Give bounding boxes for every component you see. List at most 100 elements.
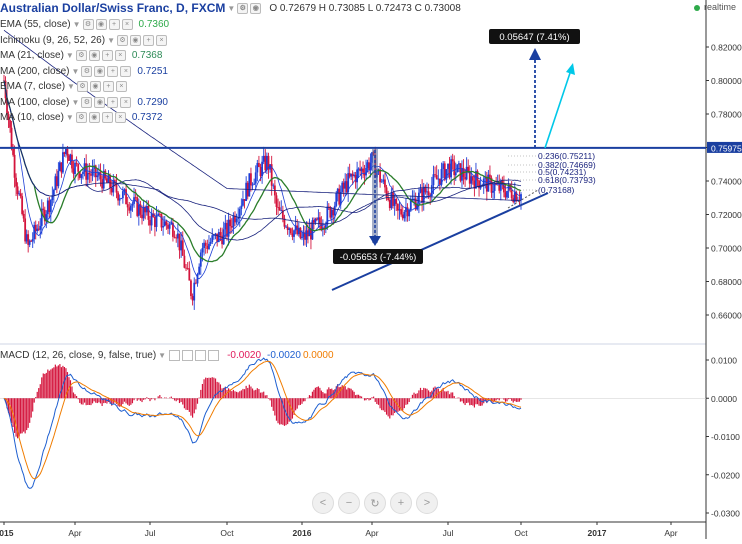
candle-body — [499, 180, 502, 191]
candle-body — [335, 193, 338, 206]
eye-icon[interactable]: ◉ — [89, 81, 101, 93]
time-tick-label: 2016 — [293, 528, 312, 538]
candle-body — [253, 183, 256, 185]
eye-icon[interactable]: ◉ — [94, 96, 106, 108]
candle-body — [251, 184, 254, 186]
settings-icon[interactable]: ⚙ — [116, 34, 128, 46]
fib-level-label: 0.236(0.75211) — [538, 151, 595, 161]
candle-body — [123, 189, 126, 192]
eye-icon[interactable]: ◉ — [129, 34, 141, 46]
plus-icon[interactable]: + — [108, 19, 120, 31]
scroll-left-button[interactable]: < — [312, 492, 334, 514]
close-icon[interactable]: × — [120, 96, 132, 108]
candle-body — [406, 207, 409, 217]
indicator-label[interactable]: EMA (55, close) — [0, 19, 71, 30]
eye-icon[interactable]: ◉ — [88, 50, 100, 62]
close-icon[interactable]: × — [115, 81, 127, 93]
settings-icon[interactable]: ⚙ — [81, 65, 93, 77]
plus-icon[interactable]: + — [102, 81, 114, 93]
plus-icon[interactable]: + — [107, 96, 119, 108]
up-move-label-box — [489, 29, 580, 44]
eye-icon[interactable]: ◉ — [95, 19, 107, 31]
chevron-down-icon[interactable]: ▼ — [67, 82, 75, 91]
indicator-label[interactable]: Ichimoku (9, 26, 52, 26) — [0, 34, 106, 46]
candle-body — [212, 235, 215, 237]
indicator-label[interactable]: MA (21, close) — [0, 50, 64, 61]
candle-body — [170, 222, 173, 225]
macd-group — [0, 357, 706, 489]
chevron-down-icon[interactable]: ▼ — [71, 66, 80, 76]
candle-body — [294, 225, 297, 231]
settings-icon[interactable]: ⚙ — [81, 96, 93, 108]
chevron-down-icon[interactable]: ▼ — [227, 3, 236, 13]
candle-body — [204, 242, 207, 246]
settings-icon[interactable]: ⚙ — [75, 50, 87, 62]
candle-body — [216, 233, 219, 243]
indicator-row: EMA (55, close) ▼ ⚙ ◉ + × 0.7360 — [0, 17, 461, 33]
candle-body — [125, 189, 127, 205]
projection-up-arrow-icon — [529, 48, 541, 60]
candle-body — [214, 233, 217, 236]
close-icon[interactable]: × — [121, 19, 133, 31]
status-dot-icon — [693, 4, 700, 11]
zoom-in-button[interactable]: + — [390, 492, 412, 514]
settings-icon[interactable]: ⚙ — [237, 3, 249, 14]
candle-body — [270, 164, 273, 186]
candle-body — [142, 206, 145, 219]
realtime-label: realtime — [703, 2, 736, 12]
close-icon[interactable] — [208, 350, 220, 361]
candle-body — [115, 182, 118, 193]
candle-body — [409, 200, 412, 211]
eye-icon[interactable] — [182, 350, 194, 361]
chevron-down-icon[interactable]: ▼ — [71, 97, 80, 107]
chevron-down-icon[interactable]: ▼ — [107, 35, 115, 45]
close-icon[interactable]: × — [114, 112, 126, 124]
settings-icon[interactable]: ⚙ — [76, 81, 88, 93]
reset-button[interactable]: ↻ — [364, 492, 386, 514]
symbol-title[interactable]: Australian Dollar/Swiss Franc, D, FXCM — [0, 0, 226, 15]
close-icon[interactable]: × — [114, 50, 126, 62]
chevron-down-icon[interactable]: ▼ — [158, 351, 167, 360]
indicator-value: 0.7360 — [138, 19, 170, 30]
candle-body — [158, 213, 161, 215]
candle-body — [190, 280, 192, 297]
zoom-out-button[interactable]: − — [338, 492, 360, 514]
plus-icon[interactable]: + — [107, 65, 119, 77]
candle-body — [299, 227, 302, 239]
macd-label[interactable]: MACD (12, 26, close, 9, false, true) — [0, 350, 157, 361]
chevron-down-icon[interactable]: ▼ — [65, 51, 74, 60]
candle-body — [150, 213, 153, 226]
indicator-label[interactable]: MA (100, close) — [0, 96, 70, 108]
scroll-right-button[interactable]: > — [416, 492, 438, 514]
close-icon[interactable]: × — [120, 65, 132, 77]
chevron-down-icon[interactable]: ▼ — [65, 113, 74, 122]
candle-body — [454, 172, 457, 176]
settings-icon[interactable]: ⚙ — [82, 19, 94, 31]
plus-icon[interactable]: + — [101, 50, 113, 62]
indicator-label[interactable]: EMA (7, close) — [0, 81, 66, 92]
gear-icon[interactable] — [169, 350, 181, 361]
plus-icon[interactable]: + — [101, 112, 113, 124]
chevron-down-icon[interactable]: ▼ — [72, 20, 81, 29]
eye-icon[interactable]: ◉ — [88, 112, 100, 124]
candle-body — [42, 208, 45, 210]
plus-icon[interactable]: + — [142, 34, 154, 46]
close-icon[interactable]: × — [155, 34, 167, 46]
time-tick-label: 2015 — [0, 528, 14, 538]
fib-level-label: 0.618(0.73793) — [538, 175, 596, 185]
eye-icon[interactable]: ◉ — [250, 3, 262, 14]
candle-body — [93, 165, 96, 169]
indicator-label[interactable]: MA (200, close) — [0, 65, 70, 77]
candle-body — [293, 230, 295, 237]
candle-body — [509, 184, 512, 190]
indicator-label[interactable]: MA (10, close) — [0, 112, 64, 123]
candle-body — [313, 220, 315, 223]
candle-body — [39, 225, 42, 230]
eye-icon[interactable]: ◉ — [94, 65, 106, 77]
settings-icon[interactable]: ⚙ — [75, 112, 87, 124]
candle-body — [471, 176, 474, 181]
candle-body — [341, 182, 344, 192]
plus-icon[interactable] — [195, 350, 207, 361]
